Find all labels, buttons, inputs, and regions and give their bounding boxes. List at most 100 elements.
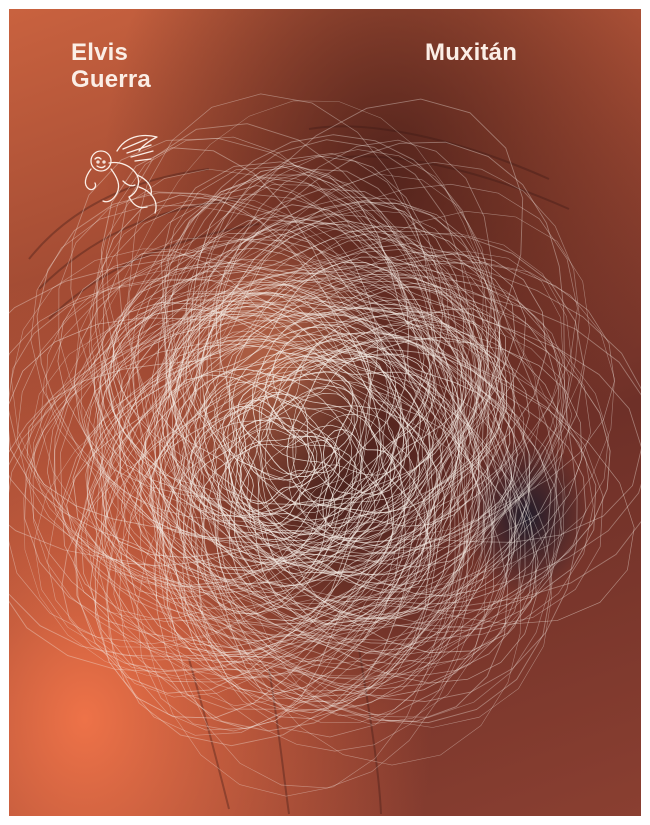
scribble-thread (185, 303, 470, 551)
scribble-thread (26, 280, 483, 623)
scribble-thread (215, 229, 467, 599)
scribble-thread (240, 428, 337, 516)
scribble-thread (264, 354, 430, 495)
scribble-thread (237, 371, 354, 477)
scribble-thread (54, 141, 578, 702)
scribble-thread (166, 314, 467, 663)
scribble-thread (30, 183, 578, 738)
scribble-thread (187, 281, 505, 581)
book-title: Muxitán (425, 39, 518, 66)
scribble-thread (183, 233, 496, 659)
scribble-thread (33, 173, 553, 728)
scribble-thread (85, 166, 635, 655)
scribble-thread (96, 219, 455, 576)
scribble-thread (72, 200, 539, 654)
scribble-thread (28, 210, 591, 766)
scribble-thread (66, 271, 500, 567)
scribble-thread (228, 312, 518, 611)
scribble-thread (99, 256, 443, 574)
scribble-thread (156, 220, 480, 581)
scribble-thread (299, 414, 416, 526)
scribble-thread (160, 185, 547, 673)
scribble-thread (176, 340, 434, 575)
scribble-thread (32, 226, 476, 752)
scribble-thread (213, 349, 389, 544)
thread-scribble (9, 93, 641, 797)
scribble-thread (153, 285, 481, 714)
scribble-thread (236, 435, 340, 536)
scribble-thread (214, 324, 448, 554)
scribble-thread (189, 278, 442, 573)
scribble-thread (73, 201, 497, 671)
scribble-thread (113, 262, 489, 638)
scribble-thread (86, 273, 493, 653)
scribble-thread (86, 250, 564, 725)
scribble-thread (202, 381, 379, 561)
scribble-thread (238, 419, 358, 543)
scribble-thread (155, 291, 582, 712)
scribble-thread (202, 323, 482, 617)
scribble-thread (58, 191, 570, 736)
scribble-thread (16, 149, 485, 679)
scribble-thread (112, 251, 526, 630)
scribble-thread (53, 134, 557, 645)
scribble-thread (36, 192, 585, 732)
scribble-thread (132, 269, 484, 642)
scribble-thread (83, 259, 516, 591)
scribble-thread (131, 238, 525, 654)
winged-monkey-logo-icon (84, 134, 158, 214)
scribble-thread (94, 194, 531, 719)
scribble-thread (24, 188, 509, 722)
scribble-thread (163, 293, 564, 692)
scribble-thread (171, 336, 508, 626)
scribble-thread (134, 340, 469, 620)
scribble-thread (157, 215, 560, 679)
scribble-thread (166, 307, 474, 645)
scribble-thread (60, 139, 517, 665)
scribble-thread (70, 138, 641, 710)
scribble-thread (119, 310, 515, 696)
scribble-thread (61, 152, 563, 634)
scribble-thread (113, 259, 513, 661)
scribble-thread (40, 162, 580, 718)
scribble-thread (191, 393, 355, 566)
scribble-thread (9, 98, 524, 716)
book-cover: Elvis Guerra Muxitán (9, 9, 641, 816)
scribble-thread (153, 313, 480, 656)
scribble-thread (9, 269, 561, 700)
scribble-thread (80, 233, 513, 681)
scribble-thread (194, 262, 480, 527)
scribble-thread (144, 326, 371, 587)
scribble-thread (289, 387, 395, 513)
scribble-thread (247, 392, 341, 480)
scribble-thread (89, 177, 597, 683)
scribble-thread (9, 93, 604, 645)
scribble-thread (61, 269, 587, 671)
scribble-thread (191, 331, 385, 591)
scribble-thread (102, 238, 537, 684)
scribble-thread (9, 196, 490, 707)
scribble-thread (9, 139, 553, 724)
scribble-thread (136, 171, 594, 732)
scribble-thread (45, 209, 475, 644)
scribble-thread (168, 274, 500, 605)
scribble-thread (258, 408, 376, 539)
scribble-thread (201, 291, 436, 615)
scribble-thread (23, 100, 566, 680)
scribble-thread (112, 278, 503, 663)
scribble-thread (102, 161, 641, 611)
scribble-thread (187, 323, 406, 549)
scribble-thread (47, 195, 573, 648)
scribble-thread (74, 136, 592, 677)
scribble-thread (216, 395, 390, 541)
scribble-thread (128, 193, 615, 647)
scribble-thread (9, 174, 522, 690)
scribble-thread (80, 286, 541, 723)
scribble-thread (103, 225, 501, 620)
scribble-thread (105, 232, 462, 600)
scribble-thread (85, 213, 535, 677)
scribble-thread (161, 314, 443, 595)
scribble-thread (75, 147, 531, 694)
scribble-thread (203, 368, 358, 514)
author-name: Elvis Guerra (71, 39, 151, 93)
